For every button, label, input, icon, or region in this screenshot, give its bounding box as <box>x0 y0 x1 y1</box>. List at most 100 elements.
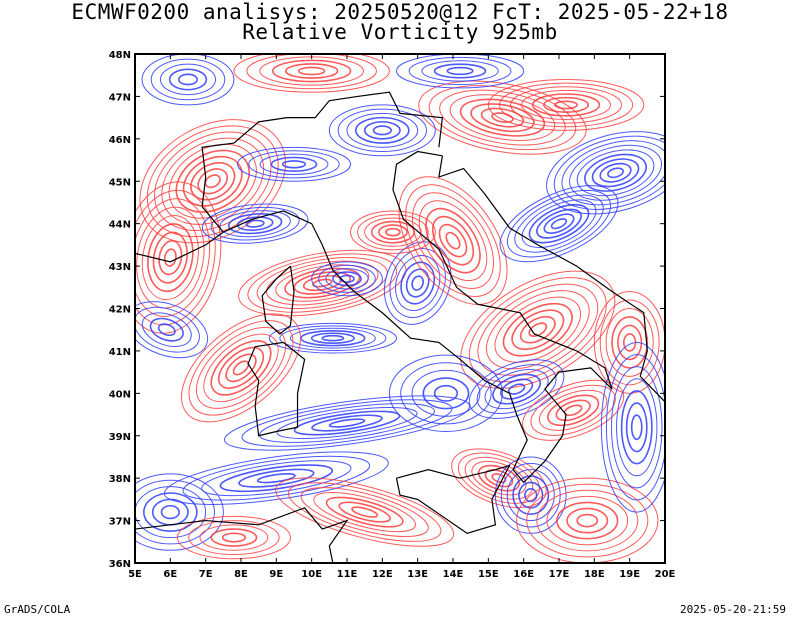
lon-tick-label: 12E <box>372 569 393 580</box>
negative-vorticity-contour <box>178 73 198 86</box>
negative-vorticity-contour <box>337 108 428 153</box>
negative-vorticity-contour <box>521 199 597 248</box>
coast-line <box>134 231 224 263</box>
negative-vorticity-contour <box>248 150 340 179</box>
positive-vorticity-contour <box>470 103 535 133</box>
negative-vorticity-contour <box>325 268 369 290</box>
negative-vorticity-contour <box>310 332 355 344</box>
positive-vorticity-contour <box>521 89 611 120</box>
lon-tick-label: 6E <box>163 569 177 580</box>
positive-vorticity-contour <box>204 174 221 189</box>
negative-vorticity-contour <box>150 58 226 101</box>
positive-vorticity-contour <box>498 82 634 128</box>
positive-vorticity-contour <box>135 189 216 326</box>
negative-vorticity-contour <box>224 395 470 451</box>
lon-tick-label: 19E <box>619 569 640 580</box>
positive-vorticity-contour <box>418 200 488 282</box>
lon-tick-label: 9E <box>269 569 283 580</box>
positive-vorticity-contour <box>357 213 429 251</box>
negative-vorticity-contour <box>421 60 499 82</box>
positive-vorticity-contour <box>519 315 556 344</box>
lat-tick-label: 37N <box>109 517 131 528</box>
lon-tick-label: 14E <box>443 569 464 580</box>
lat-tick-label: 44N <box>109 220 131 231</box>
negative-vorticity-contour <box>388 354 503 433</box>
negative-vorticity-contour <box>405 268 430 298</box>
title-line-1: ECMWF0200 analisys: 20250520@12 FcT: 202… <box>71 0 729 24</box>
negative-vorticity-contour <box>236 146 352 182</box>
coast-line <box>134 507 349 564</box>
negative-vorticity-contour <box>332 271 362 287</box>
positive-vorticity-contour <box>485 290 590 370</box>
lon-tick-label: 15E <box>478 569 499 580</box>
negative-vorticity-contour <box>219 464 334 493</box>
positive-vorticity-contour <box>536 489 639 552</box>
negative-vorticity-contour <box>201 203 309 244</box>
positive-vorticity-contour <box>284 63 339 79</box>
positive-vorticity-contour <box>203 333 279 403</box>
positive-vorticity-contour <box>460 270 616 389</box>
negative-vorticity-contour <box>433 384 459 402</box>
negative-vorticity-contour <box>506 189 612 258</box>
negative-vorticity-contour <box>536 208 582 239</box>
negative-vorticity-contour <box>500 378 534 400</box>
positive-vorticity-contour <box>147 223 194 293</box>
positive-vorticity-contour <box>502 302 573 357</box>
negative-vorticity-contour <box>328 418 366 428</box>
coast-line <box>395 464 511 534</box>
positive-vorticity-contour <box>161 137 265 225</box>
positive-vorticity-contour <box>271 59 352 83</box>
negative-vorticity-contour <box>550 218 568 230</box>
positive-vorticity-contour <box>351 506 379 518</box>
lat-tick-label: 42N <box>109 305 131 316</box>
lon-tick-label: 16E <box>513 569 534 580</box>
lat-tick-label: 40N <box>109 389 131 400</box>
negative-vorticity-contour <box>546 131 665 215</box>
positive-vorticity-contour <box>398 176 508 306</box>
negative-vorticity-contour <box>524 487 538 503</box>
lat-tick-label: 38N <box>109 474 131 485</box>
positive-vorticity-contour <box>256 257 388 310</box>
negative-vorticity-contour <box>543 213 575 234</box>
negative-vorticity-contour <box>149 317 184 342</box>
lat-tick-label: 45N <box>109 177 131 188</box>
negative-vorticity-contour <box>625 402 648 453</box>
positive-vorticity-contour <box>195 326 287 409</box>
negative-vorticity-contour <box>395 54 525 89</box>
positive-vorticity-contour <box>554 100 578 110</box>
positive-vorticity-contour <box>176 515 291 560</box>
footer-right: 2025-05-20-21:59 <box>680 603 786 616</box>
positive-vorticity-contour <box>464 456 534 500</box>
lat-tick-label: 36N <box>109 559 131 570</box>
positive-vorticity-contour <box>418 80 587 155</box>
coast-line <box>438 155 666 403</box>
positive-vorticity-contour <box>370 220 415 244</box>
lon-tick-label: 8E <box>234 569 248 580</box>
negative-vorticity-contour <box>135 479 215 545</box>
lat-tick-label: 43N <box>109 262 131 273</box>
negative-vorticity-contour <box>600 341 665 513</box>
negative-vorticity-contour <box>506 469 555 522</box>
positive-vorticity-contour <box>431 215 475 266</box>
negative-vorticity-contour <box>210 206 300 241</box>
negative-vorticity-contour <box>363 121 401 140</box>
positive-vorticity-contour <box>135 198 211 317</box>
negative-vorticity-contour <box>372 125 392 136</box>
positive-vorticity-contour <box>611 316 649 369</box>
positive-vorticity-contour <box>438 223 468 258</box>
negative-vorticity-contour <box>446 66 474 76</box>
negative-vorticity-contour <box>328 104 436 157</box>
coast-line <box>201 91 444 233</box>
negative-vorticity-contour <box>561 140 665 206</box>
positive-vorticity-contour <box>225 353 257 383</box>
lon-tick-label: 5E <box>128 569 142 580</box>
negative-vorticity-contour <box>159 63 217 96</box>
positive-vorticity-contour <box>593 291 665 394</box>
negative-vorticity-contour <box>321 334 345 342</box>
negative-vorticity-contour <box>289 327 376 349</box>
positive-vorticity-contour <box>445 231 461 250</box>
positive-vorticity-contour <box>528 322 548 338</box>
negative-vorticity-contour <box>514 194 604 253</box>
lat-tick-label: 41N <box>109 347 131 358</box>
positive-vorticity-contour <box>510 86 623 124</box>
